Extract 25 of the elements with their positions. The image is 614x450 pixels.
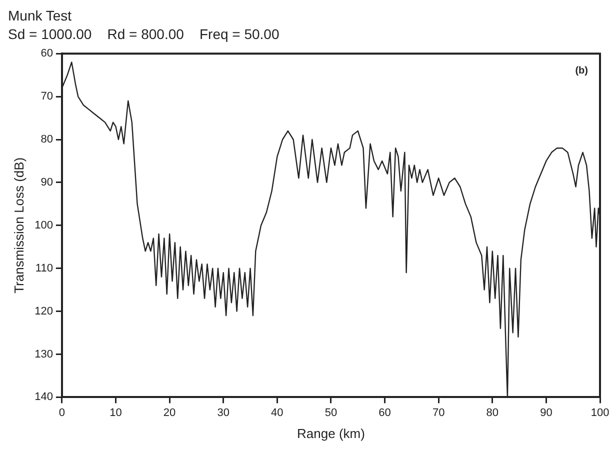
x-axis-title: Range (km)	[297, 426, 365, 441]
y-tick-label: 140	[34, 391, 53, 404]
y-tick-label: 90	[40, 176, 53, 188]
y-tick-label: 110	[35, 262, 53, 274]
x-tick-label: 10	[110, 406, 122, 419]
chart-title: Munk Test	[8, 7, 72, 24]
y-tick-label: 100	[34, 219, 53, 232]
annotation: (b)	[575, 65, 588, 76]
x-tick-label: 0	[58, 406, 66, 419]
x-tick-label: 40	[271, 406, 284, 419]
y-tick-label: 130	[34, 348, 53, 360]
chart-subtitle: Sd = 1000.00 Rd = 800.00 Freq = 50.00	[8, 26, 280, 42]
y-tick-label: 70	[40, 90, 53, 103]
y-tick-label: 120	[34, 305, 53, 318]
x-tick-label: 60	[378, 406, 391, 419]
x-tick-label: 30	[217, 406, 230, 419]
x-tick-label: 100	[590, 406, 610, 419]
y-tick-label: 80	[40, 134, 53, 146]
x-tick-label: 90	[540, 406, 552, 419]
x-tick-label: 80	[486, 406, 499, 419]
x-tick-label: 70	[432, 406, 445, 419]
x-tick-label: 20	[163, 406, 176, 419]
x-tick-label: 50	[324, 406, 338, 419]
y-tick-label: 60	[40, 48, 53, 60]
y-axis-title: Transmission Loss (dB)	[11, 157, 26, 294]
